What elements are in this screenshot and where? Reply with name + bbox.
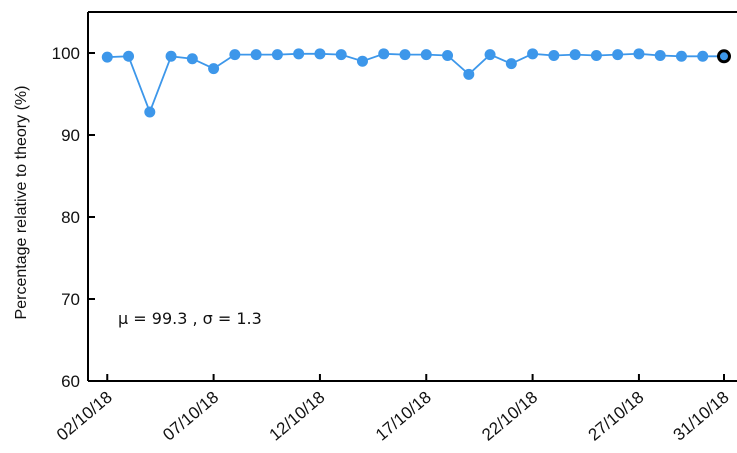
data-point: [378, 48, 390, 60]
stats-annotation: μ = 99.3 , σ = 1.3: [118, 309, 262, 328]
x-tick-label: 07/10/18: [159, 388, 222, 445]
x-tick-label: 02/10/18: [53, 388, 116, 445]
data-point: [208, 63, 220, 75]
data-point: [165, 50, 177, 62]
data-point: [505, 58, 517, 70]
x-tick-label: 22/10/18: [478, 388, 541, 445]
data-point: [527, 48, 539, 60]
series-layer: [101, 48, 731, 118]
x-ticks: 02/10/18 07/10/18 12/10/18 17/10/18 22/10/18…: [53, 374, 733, 445]
data-point: [675, 50, 687, 62]
data-point: [314, 48, 326, 60]
y-tick-label: 70: [61, 290, 80, 309]
data-point: [697, 50, 709, 62]
x-tick-label: 31/10/18: [670, 388, 733, 445]
data-point-highlighted: [717, 49, 731, 64]
data-point: [399, 49, 411, 61]
y-ticks: 60 70 80 90 100: [52, 44, 95, 391]
data-point: [442, 49, 454, 61]
data-point: [250, 49, 262, 61]
y-tick-label: 80: [61, 208, 80, 227]
y-tick-label: 60: [61, 372, 80, 391]
y-tick-label: 100: [52, 44, 80, 63]
data-point: [356, 55, 368, 67]
data-point: [548, 49, 560, 61]
data-point: [484, 49, 496, 61]
data-point: [293, 48, 305, 60]
data-point: [101, 51, 113, 63]
data-point: [654, 49, 666, 61]
data-point: [590, 49, 602, 61]
axes: [87, 11, 737, 382]
x-tick-label: 17/10/18: [372, 388, 435, 445]
data-point: [144, 106, 156, 118]
data-point: [420, 49, 432, 61]
x-tick-label: 12/10/18: [266, 388, 329, 445]
y-axis-label: Percentage relative to theory (%): [13, 86, 30, 320]
x-tick-label: 27/10/18: [585, 388, 648, 445]
data-point: [335, 49, 347, 61]
data-point: [123, 50, 135, 62]
data-point: [633, 48, 645, 60]
data-point: [612, 49, 624, 61]
y-tick-label: 90: [61, 126, 80, 145]
data-point: [229, 49, 241, 61]
series-line: [107, 52, 724, 115]
data-point: [271, 49, 283, 61]
data-point: [186, 53, 198, 65]
data-point: [463, 68, 475, 80]
data-point: [569, 49, 581, 61]
